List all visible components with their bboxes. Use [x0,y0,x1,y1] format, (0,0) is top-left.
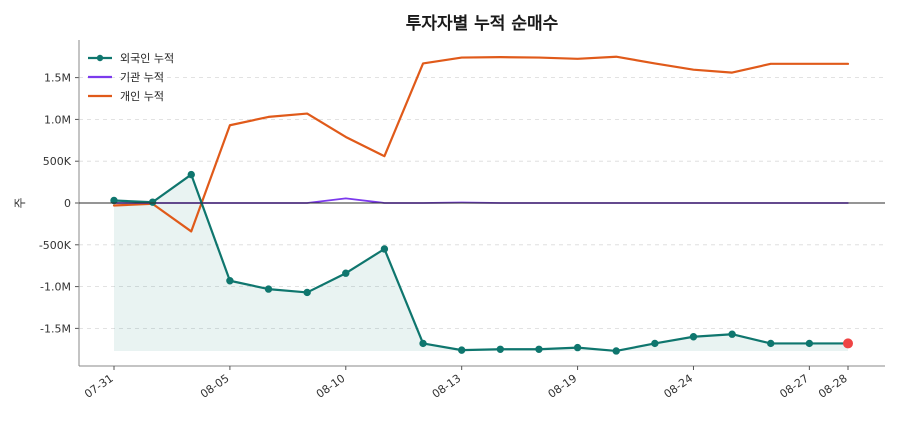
x-tick-label: 08-28 [816,372,850,401]
x-tick-label: 08-19 [546,372,580,401]
legend-label: 개인 누적 [120,90,164,103]
chart-title: 투자자별 누적 순매수 [406,14,559,34]
x-tick-label: 08-24 [662,372,696,401]
y-axis-label: 주 [13,197,27,208]
y-tick-label: -500K [39,239,72,252]
data-point [496,345,505,353]
data-point [148,198,157,206]
x-tick-label: 08-27 [777,372,811,401]
data-point [226,277,234,285]
data-point [187,170,195,179]
x-tick-label: 07-31 [82,372,116,401]
legend-marker [96,54,104,62]
data-point [767,339,775,348]
y-tick-label: -1.0M [40,281,71,294]
data-point [110,196,118,205]
data-point [342,269,350,277]
grid-lines [79,77,885,329]
data-point [380,245,389,253]
x-tick-label: 08-13 [430,372,464,401]
y-tick-label: 0 [64,197,71,210]
y-tick-label: 1.5M [44,72,71,85]
series-line [113,197,849,204]
data-point [573,343,582,352]
data-point [303,288,311,297]
legend-label: 외국인 누적 [120,52,174,65]
series-line [112,55,850,233]
data-point [457,346,466,354]
x-tick-label: 08-05 [198,372,232,401]
y-tick-label: -1.5M [40,322,71,335]
fill-layer [114,174,848,351]
data-point [612,347,620,355]
data-point [728,330,736,338]
last-point-marker [843,338,853,349]
data-point [535,345,543,353]
y-tick-label: 1.0M [44,113,71,126]
series-fill-area [114,174,848,351]
series-line [112,173,850,353]
data-point [264,285,273,293]
data-point [651,339,659,348]
x-tick-label: 08-10 [314,372,348,401]
data-point [805,339,814,348]
data-point [419,339,427,348]
legend-label: 기관 누적 [120,71,164,84]
y-tick-label: 500K [43,155,72,168]
data-point [689,333,698,341]
